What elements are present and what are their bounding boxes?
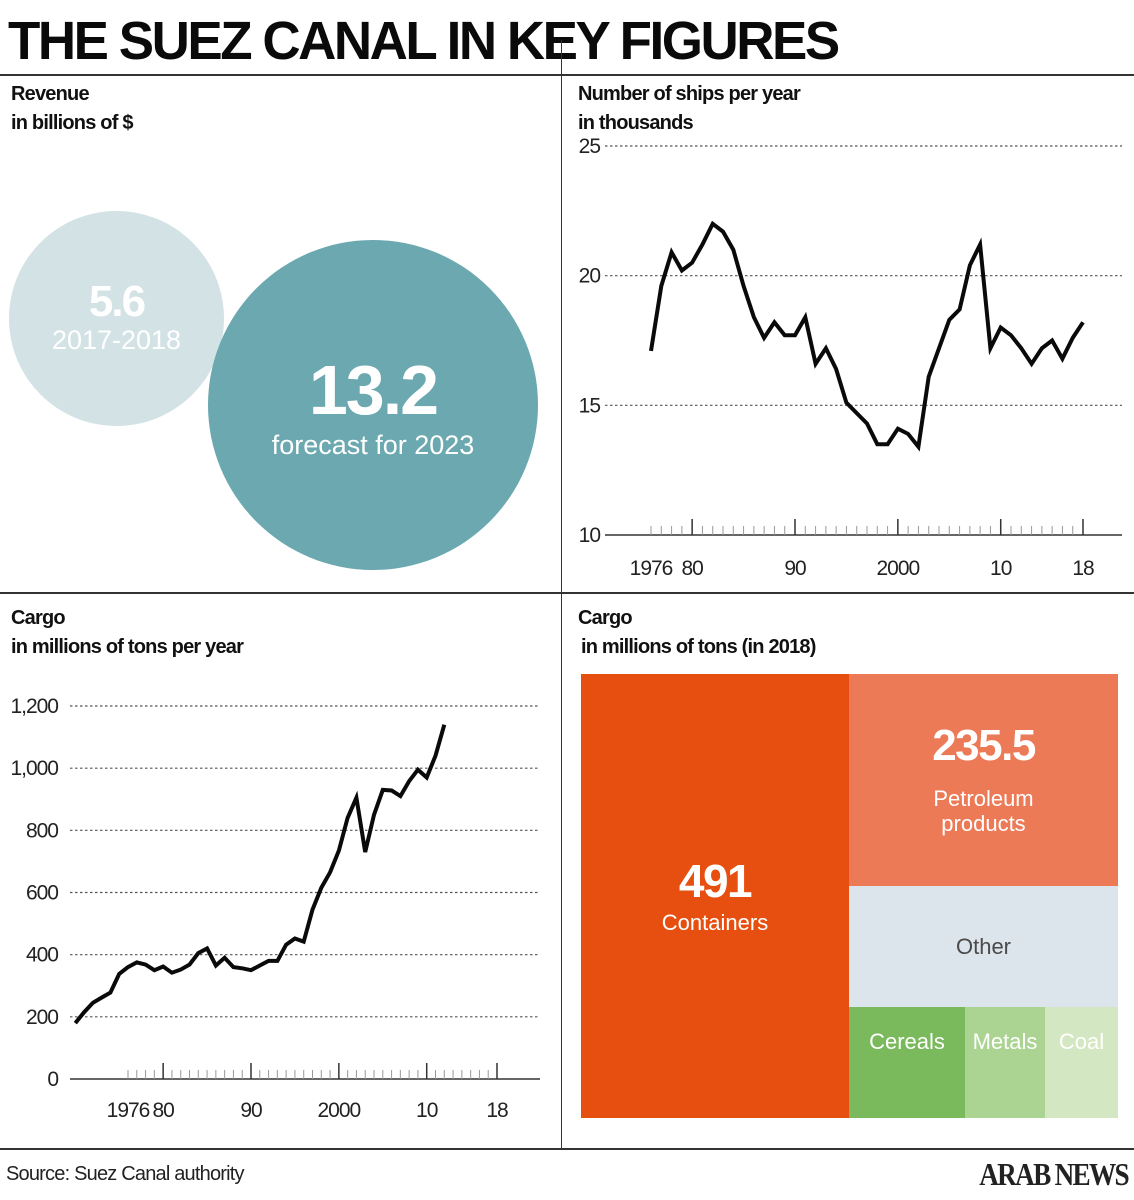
series-line	[73, 724, 447, 1025]
x-tick-label: 80	[152, 1099, 174, 1122]
x-tick-label: 90	[784, 557, 806, 580]
x-tick-label: 80	[681, 557, 703, 580]
y-tick-label: 1,000	[10, 757, 58, 780]
revenue-title-line1: Revenue	[11, 83, 90, 105]
x-tick-label: 10	[416, 1099, 438, 1122]
tile-label: Petroleum products	[933, 786, 1034, 836]
cargo-tree-title-line1: Cargo	[578, 607, 633, 629]
page-title: THE SUEZ CANAL IN KEY FIGURES	[8, 11, 840, 71]
source-note: Source: Suez Canal authority	[6, 1163, 245, 1185]
x-tick-label: 1976	[630, 557, 673, 580]
cargo-line-title-line1: Cargo	[11, 607, 66, 629]
y-tick-label: 10	[579, 524, 601, 547]
revenue-label: forecast for 2023	[271, 429, 475, 460]
y-tick-label: 0	[47, 1068, 58, 1091]
publisher-logo: ARAB NEWS	[979, 1156, 1129, 1192]
x-tick-label: 90	[240, 1099, 262, 1122]
revenue-bubble-2017-2018: 5.6 2017-2018	[9, 211, 224, 426]
tile-label: Metals	[972, 1029, 1038, 1054]
revenue-value: 5.6	[88, 277, 146, 327]
tile-label: Other	[955, 934, 1012, 959]
x-tick-label: 18	[1072, 557, 1094, 580]
tile-value: 235.5	[932, 721, 1036, 770]
series-line	[649, 220, 1085, 452]
revenue-title: Revenue in billions of $	[11, 80, 133, 138]
tile-label: Containers	[661, 909, 769, 935]
ships-line-chart: 10 15 20 25 1976 80 90 2000 10 18	[579, 135, 1122, 580]
footer-divider	[0, 1148, 1134, 1150]
cargo-line-title-line2: in millions of tons per year	[11, 636, 244, 658]
cargo-line-title: Cargo in millions of tons per year	[11, 604, 244, 662]
ships-title-line2: in thousands	[578, 112, 694, 134]
y-tick-label: 20	[579, 265, 601, 288]
center-divider	[561, 40, 562, 1150]
y-tick-label: 15	[579, 394, 601, 417]
header-divider	[0, 74, 1134, 76]
revenue-title-line2: in billions of $	[11, 112, 133, 134]
y-tick-label: 800	[26, 819, 58, 842]
y-tick-label: 600	[26, 882, 58, 905]
revenue-value: 13.2	[308, 350, 439, 429]
x-tick-label: 1976	[107, 1099, 150, 1122]
treemap-tile-metals: Metals	[965, 1007, 1045, 1118]
y-tick-label: 400	[26, 944, 58, 967]
x-tick-label: 2000	[876, 557, 919, 580]
treemap-tile-other: Other	[849, 886, 1118, 1007]
revenue-label: 2017-2018	[51, 325, 182, 356]
treemap-tile-petroleum: 235.5 Petroleum products	[849, 674, 1118, 886]
cargo-tree-title-line2: in millions of tons (in 2018)	[581, 636, 816, 658]
tile-value: 491	[678, 854, 753, 907]
cargo-line-chart: 0 200 400 600 800 1,000 1,200 1976 80 90 2000 10 18	[10, 695, 540, 1122]
x-tick-label: 18	[486, 1099, 508, 1122]
cargo-treemap: 491 Containers 235.5 Petroleum products …	[581, 674, 1118, 1118]
middle-divider	[0, 592, 1134, 594]
y-tick-label: 25	[579, 135, 601, 158]
cargo-tree-title: Cargo in millions of tons (in 2018)	[578, 604, 816, 662]
ships-title-line1: Number of ships per year	[578, 83, 801, 105]
tile-label: Cereals	[869, 1029, 945, 1054]
x-tick-label: 10	[990, 557, 1012, 580]
y-tick-label: 200	[26, 1006, 58, 1029]
ships-title: Number of ships per year in thousands	[578, 80, 801, 138]
x-tick-label: 2000	[317, 1099, 360, 1122]
tile-label: Coal	[1058, 1029, 1105, 1054]
revenue-bubble-forecast-2023: 13.2 forecast for 2023	[208, 240, 538, 570]
treemap-tile-containers: 491 Containers	[581, 674, 849, 1118]
treemap-tile-cereals: Cereals	[849, 1007, 965, 1118]
y-tick-label: 1,200	[10, 695, 58, 718]
treemap-tile-coal: Coal	[1045, 1007, 1118, 1118]
